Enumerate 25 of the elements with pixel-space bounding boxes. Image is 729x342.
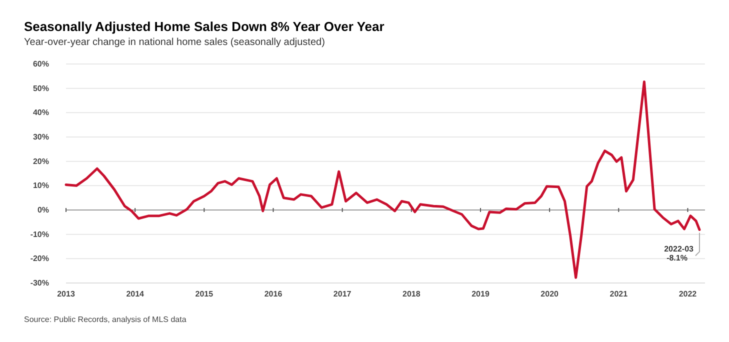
x-tick-label: 2017 <box>333 290 352 299</box>
annotation: 2022-03 -8.1% <box>664 244 694 263</box>
y-tick-label: 20% <box>32 156 49 166</box>
x-tick-label: 2014 <box>126 290 145 299</box>
y-tick-label: 50% <box>32 84 49 93</box>
line-series <box>64 80 701 279</box>
x-tick-label: 2019 <box>472 290 490 299</box>
x-tick-label: 2020 <box>540 290 560 299</box>
chart-subtitle: Year-over-year change in national home sales (seasonally adjusted) <box>24 37 325 48</box>
x-tick-label: 2015 <box>195 290 214 299</box>
x-tick-label: 2022 <box>678 290 698 299</box>
chart-title: Seasonally Adjusted Home Sales Down 8% Year Over Year <box>24 19 384 34</box>
x-tick-label: 2013 <box>57 290 76 299</box>
y-tick-label: 30% <box>32 132 49 142</box>
y-tick-label: 60% <box>32 60 49 69</box>
x-tick-label: 2021 <box>610 290 628 299</box>
x-tick-label: 2016 <box>264 290 283 299</box>
y-tick-label: 40% <box>32 108 49 118</box>
source-note: Source: Public Records, analysis of MLS data <box>24 315 187 324</box>
x-tick-label: 2018 <box>402 290 421 299</box>
y-tick-label: -10% <box>30 230 49 239</box>
y-tick-label: -20% <box>30 254 49 264</box>
y-tick-label: 10% <box>32 181 49 190</box>
y-tick-label: 0% <box>37 206 49 215</box>
y-tick-label: -30% <box>30 278 49 288</box>
